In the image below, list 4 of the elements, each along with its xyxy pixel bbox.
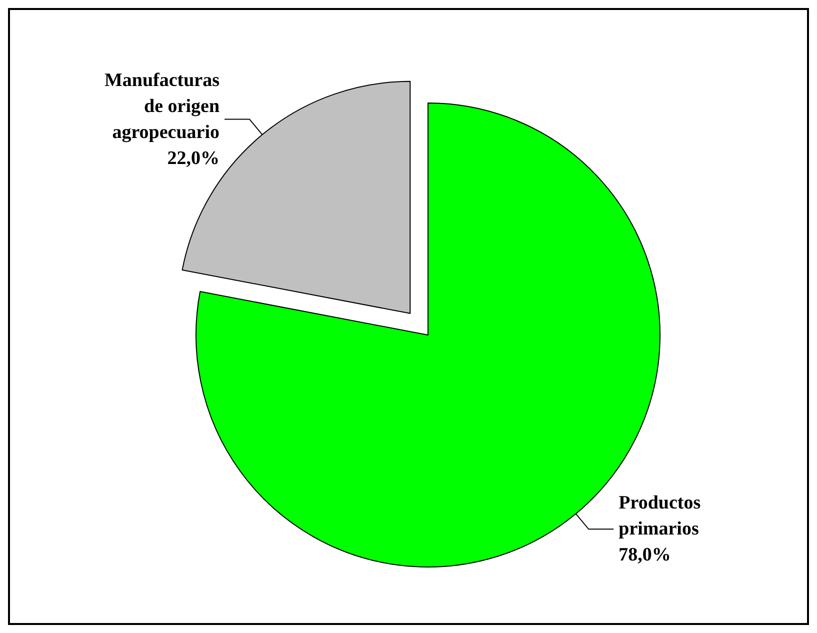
- data-label: 22,0%: [167, 148, 220, 169]
- slice-label: Productos primarios: [618, 492, 701, 540]
- slice-label: Manufacturas de origen agropecuario: [104, 70, 220, 143]
- data-label: 78,0%: [618, 544, 671, 566]
